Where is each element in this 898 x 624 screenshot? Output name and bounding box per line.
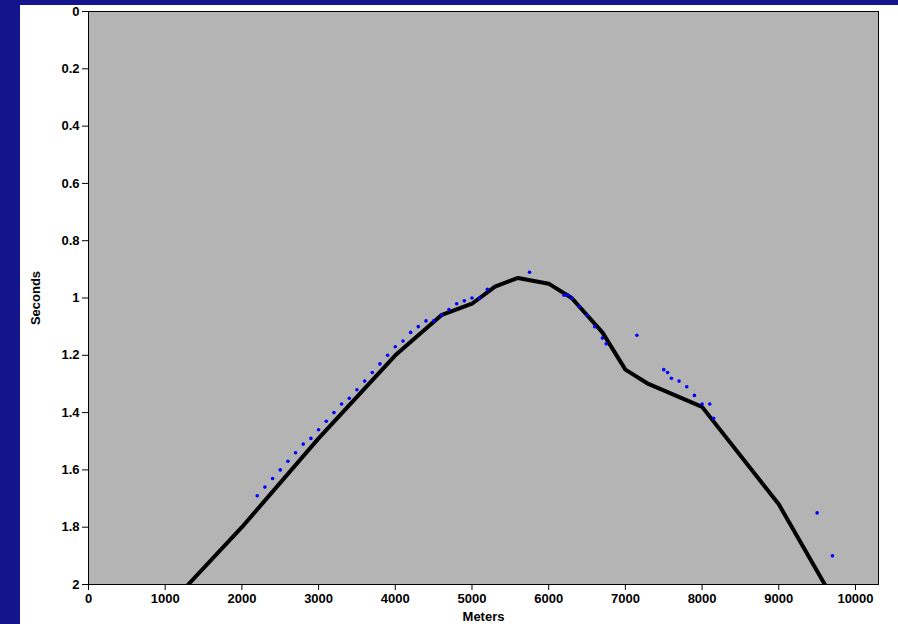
svg-text:6000: 6000 <box>534 591 563 606</box>
svg-text:4000: 4000 <box>381 591 410 606</box>
svg-text:0: 0 <box>72 5 79 19</box>
svg-text:0.6: 0.6 <box>61 176 79 191</box>
svg-text:0.4: 0.4 <box>61 118 80 133</box>
svg-text:1.2: 1.2 <box>61 347 79 362</box>
svg-text:10000: 10000 <box>837 591 873 606</box>
svg-text:1.8: 1.8 <box>61 519 79 534</box>
svg-text:Seconds: Seconds <box>28 271 43 325</box>
svg-text:1000: 1000 <box>151 591 180 606</box>
svg-text:1: 1 <box>72 290 79 305</box>
svg-text:5000: 5000 <box>458 591 487 606</box>
svg-text:Meters: Meters <box>463 609 505 624</box>
svg-text:0: 0 <box>85 591 92 606</box>
svg-text:1.4: 1.4 <box>61 405 80 420</box>
svg-text:2000: 2000 <box>227 591 256 606</box>
svg-text:3000: 3000 <box>304 591 333 606</box>
svg-text:7000: 7000 <box>611 591 640 606</box>
svg-text:0.2: 0.2 <box>61 61 79 76</box>
svg-text:8000: 8000 <box>688 591 717 606</box>
svg-text:0.8: 0.8 <box>61 233 79 248</box>
svg-text:2: 2 <box>72 577 79 592</box>
svg-text:9000: 9000 <box>764 591 793 606</box>
svg-text:1.6: 1.6 <box>61 462 79 477</box>
